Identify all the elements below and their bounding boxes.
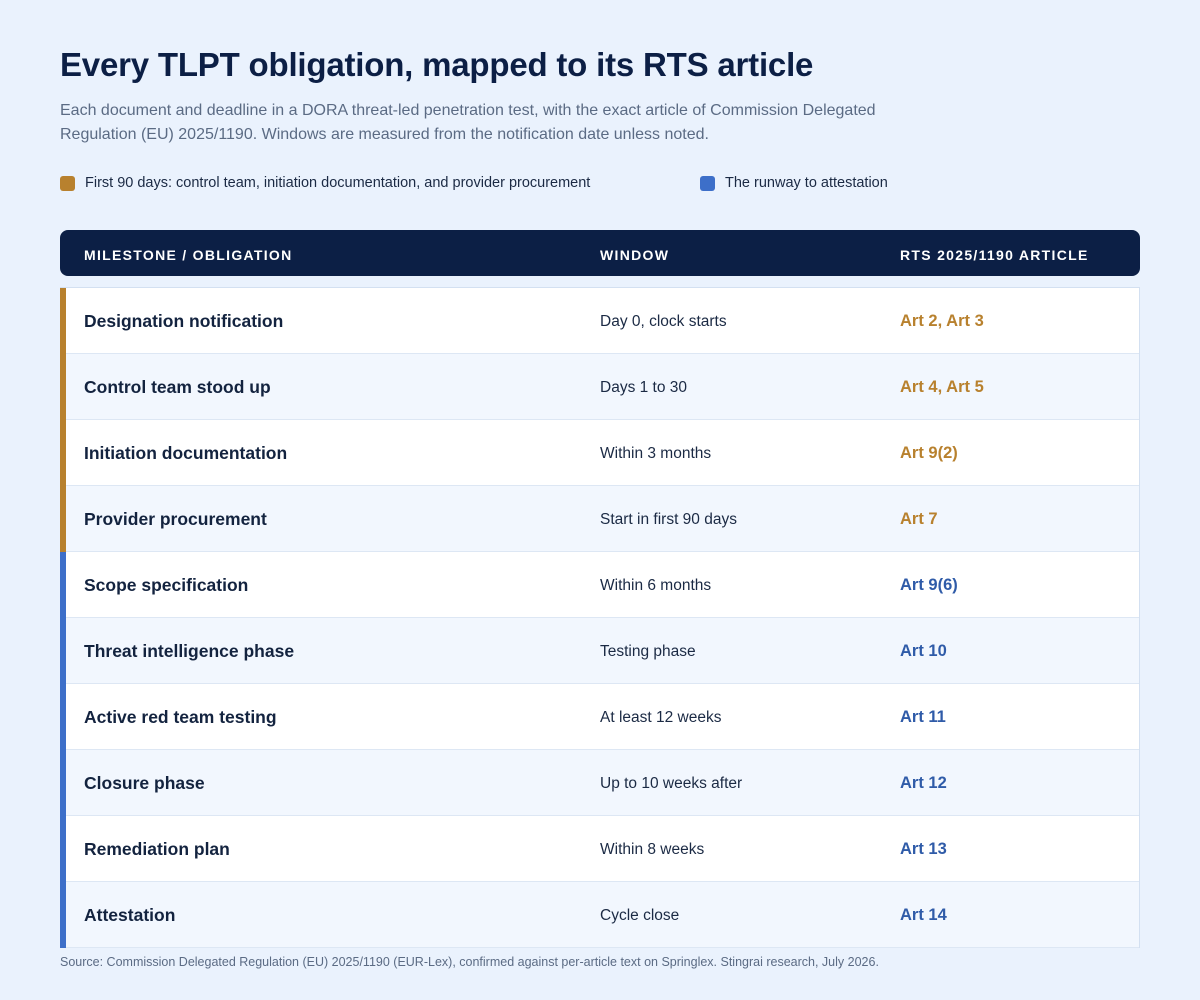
- milestone-name: Scope specification: [84, 575, 249, 595]
- table-row: Active red team testing At least 12 week…: [60, 684, 1139, 750]
- page-subtitle: Each document and deadline in a DORA thr…: [60, 102, 876, 143]
- table-row: Control team stood up Days 1 to 30 Art 4…: [60, 354, 1139, 420]
- article-ref: Art 4, Art 5: [900, 378, 984, 396]
- group-bar: [60, 882, 66, 948]
- window-text: Up to 10 weeks after: [600, 775, 743, 792]
- article-ref: Art 10: [900, 642, 947, 660]
- source-note: Source: Commission Delegated Regulation …: [60, 955, 879, 969]
- window-text: Testing phase: [600, 643, 696, 660]
- table-row: Closure phase Up to 10 weeks after Art 1…: [60, 750, 1139, 816]
- table-header: MILESTONE / OBLIGATION WINDOW RTS 2025/1…: [60, 230, 1140, 276]
- milestone-name: Attestation: [84, 905, 176, 925]
- group-bar: [60, 552, 66, 618]
- milestone-name: Active red team testing: [84, 707, 277, 727]
- milestone-name: Remediation plan: [84, 839, 230, 859]
- group-bar: [60, 618, 66, 684]
- milestone-name: Initiation documentation: [84, 443, 288, 463]
- table-row: Scope specification Within 6 months Art …: [60, 552, 1139, 618]
- article-ref: Art 13: [900, 840, 947, 858]
- window-text: Days 1 to 30: [600, 379, 688, 396]
- group-bar: [60, 816, 66, 882]
- table-row: Threat intelligence phase Testing phase …: [60, 618, 1139, 684]
- window-text: Start in first 90 days: [600, 511, 737, 528]
- table-row: Attestation Cycle close Art 14: [60, 882, 1139, 948]
- obligations-table: Designation notification Day 0, clock st…: [60, 287, 1140, 948]
- legend-item-runway: The runway to attestation: [700, 175, 888, 191]
- window-text: Cycle close: [600, 907, 680, 924]
- milestone-name: Control team stood up: [84, 377, 271, 397]
- window-text: Day 0, clock starts: [600, 313, 727, 330]
- table-row: Designation notification Day 0, clock st…: [60, 288, 1139, 354]
- header-article: RTS 2025/1190 ARTICLE: [900, 247, 1089, 263]
- article-ref: Art 12: [900, 774, 947, 792]
- legend: First 90 days: control team, initiation …: [60, 175, 1140, 193]
- article-ref: Art 2, Art 3: [900, 312, 984, 330]
- group-bar: [60, 354, 66, 420]
- group-bar: [60, 420, 66, 486]
- group-bar: [60, 684, 66, 750]
- article-ref: Art 7: [900, 510, 938, 528]
- article-ref: Art 11: [900, 708, 946, 726]
- legend-label: The runway to attestation: [725, 175, 888, 191]
- legend-item-first-90-days: First 90 days: control team, initiation …: [60, 175, 590, 191]
- group-bar: [60, 750, 66, 816]
- header-milestone: MILESTONE / OBLIGATION: [84, 247, 293, 263]
- milestone-name: Closure phase: [84, 773, 205, 793]
- window-text: At least 12 weeks: [600, 709, 722, 726]
- table-row: Provider procurement Start in first 90 d…: [60, 486, 1139, 552]
- milestone-name: Threat intelligence phase: [84, 641, 295, 661]
- article-ref: Art 14: [900, 906, 947, 924]
- window-text: Within 8 weeks: [600, 841, 705, 858]
- group-bar: [60, 288, 66, 354]
- header-window: WINDOW: [600, 247, 670, 263]
- window-text: Within 6 months: [600, 577, 712, 594]
- milestone-name: Provider procurement: [84, 509, 267, 529]
- legend-label: First 90 days: control team, initiation …: [85, 175, 591, 191]
- group-bar: [60, 486, 66, 552]
- article-ref: Art 9(2): [900, 444, 958, 462]
- legend-swatch-orange: [60, 175, 75, 191]
- table-row: Initiation documentation Within 3 months…: [60, 420, 1139, 486]
- milestone-name: Designation notification: [84, 311, 284, 331]
- page-title: Every TLPT obligation, mapped to its RTS…: [60, 46, 814, 83]
- table-row: Remediation plan Within 8 weeks Art 13: [60, 816, 1139, 882]
- window-text: Within 3 months: [600, 445, 712, 462]
- article-ref: Art 9(6): [900, 576, 958, 594]
- legend-swatch-blue: [700, 175, 715, 191]
